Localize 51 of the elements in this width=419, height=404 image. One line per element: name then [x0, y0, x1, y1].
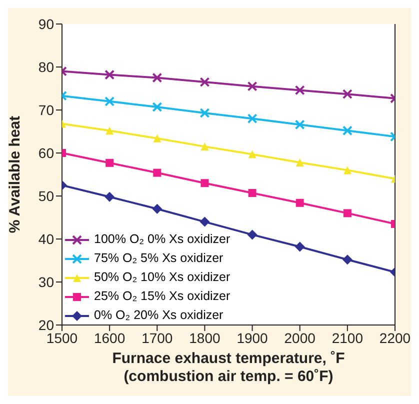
point [248, 188, 256, 197]
point [342, 126, 352, 136]
point [200, 179, 209, 188]
x-axis-title: Furnace exhaust temperature, ˚F (combustion air temp. = 60˚F) [112, 350, 345, 385]
point [248, 150, 256, 158]
y-tick-label: 50 [38, 188, 54, 204]
point [152, 72, 162, 83]
point [153, 134, 162, 142]
legend-label: 25% O₂ 15% Xs oxidizer [94, 288, 230, 305]
point [153, 168, 162, 177]
y-tick-label: 80 [38, 58, 54, 75]
x-tick-label: 1700 [142, 330, 173, 346]
y-axis-title: % Available heat [6, 116, 24, 234]
legend-label: 75% O₂ 5% Xs oxidizer [94, 250, 224, 267]
point [152, 204, 162, 214]
point [104, 96, 115, 106]
point [294, 85, 305, 96]
legend-label: 100% O₂ 0% Xs oxidizer [94, 231, 230, 248]
point [342, 89, 352, 100]
point [343, 209, 352, 218]
point [247, 230, 258, 240]
x-tick-label: 2200 [379, 330, 411, 346]
point [296, 158, 304, 166]
y-tick-label: 90 [38, 16, 54, 32]
y-tick-label: 40 [38, 230, 54, 247]
point [296, 198, 304, 207]
x-tick-label: 1800 [189, 330, 220, 346]
y-tick-label: 60 [38, 144, 54, 161]
legend-label: 0% O₂ 20% Xs oxidizer [94, 307, 224, 324]
point [104, 192, 115, 202]
point [342, 254, 352, 265]
point [106, 158, 114, 167]
y-tick-label: 30 [38, 274, 54, 290]
point [247, 81, 258, 92]
point [247, 114, 258, 124]
point [200, 77, 210, 88]
point [106, 126, 114, 135]
x-tick-label: 1900 [236, 330, 268, 346]
point [294, 242, 305, 252]
legend-label: 50% O₂ 10% Xs oxidizer [94, 269, 230, 286]
point [343, 166, 352, 174]
x-tick-label: 2100 [332, 330, 364, 346]
x-tick-label: 2000 [284, 330, 316, 346]
point [200, 142, 209, 151]
y-tick-label: 70 [38, 102, 54, 118]
point [200, 216, 210, 227]
x-tick-label: 1600 [94, 330, 126, 346]
point [294, 120, 305, 130]
point [104, 70, 115, 80]
point [152, 102, 162, 112]
point [200, 108, 210, 118]
